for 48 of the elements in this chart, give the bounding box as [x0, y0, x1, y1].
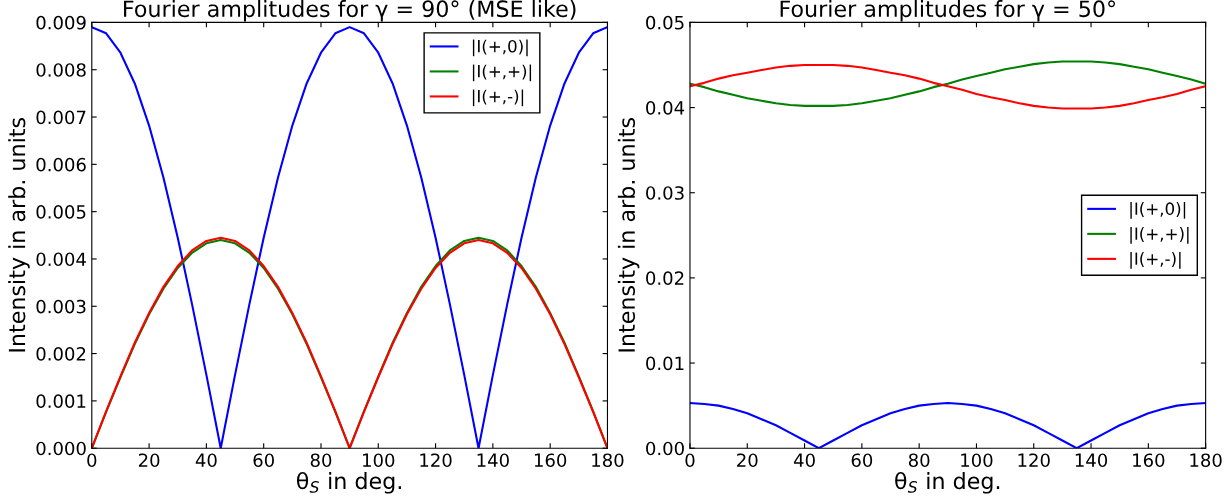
y-tick-label: 0.01: [646, 356, 684, 371]
chart-title: Fourier amplitudes for γ = 50°: [780, 0, 1116, 22]
y-tick-label: 0.000: [36, 441, 86, 456]
legend-label: |I(+,0)|: [472, 39, 528, 57]
y-tick-label: 0.008: [36, 63, 86, 77]
x-tick-label: 140: [1075, 453, 1108, 468]
x-tick-label: 100: [961, 453, 993, 468]
y-tick-label: 0.001: [36, 394, 86, 409]
y-axis-title: Intensity in arb. units: [8, 118, 30, 352]
x-tick-label: 180: [1190, 453, 1222, 468]
y-tick-label: 0.05: [646, 15, 684, 30]
x-tick-label: 160: [534, 453, 567, 468]
x-tick-label: 80: [310, 453, 332, 468]
x-tick-label: 40: [195, 453, 217, 468]
y-tick-label: 0.04: [646, 101, 685, 115]
y-tick-label: 0.006: [36, 157, 86, 172]
x-axis-title: θ$_{S}$ in deg.: [895, 471, 1000, 494]
x-tick-label: 120: [1018, 453, 1050, 468]
x-tick-label: 60: [253, 453, 274, 468]
y-tick-label: 0.009: [36, 15, 86, 30]
x-tick-label: 80: [908, 453, 930, 468]
x-axis-title: θ$_{S}$ in deg.: [296, 471, 401, 494]
x-tick-label: 180: [592, 453, 624, 468]
x-tick-label: 60: [851, 453, 873, 468]
y-axis-title: Intensity in arb. units: [617, 118, 640, 352]
y-tick-label: 0.003: [36, 299, 86, 314]
x-tick-label: 0: [685, 453, 695, 468]
y-tick-label: 0.004: [36, 252, 86, 267]
legend-label: |I(+,-)|: [1130, 251, 1181, 269]
x-tick-label: 20: [138, 453, 160, 468]
legend-label: |I(+,+)|: [1130, 226, 1189, 244]
x-tick-label: 100: [363, 453, 395, 468]
x-tick-label: 160: [1133, 453, 1165, 468]
y-tick-label: 0.03: [646, 186, 684, 200]
x-tick-label: 40: [793, 453, 815, 468]
x-tick-label: 20: [737, 453, 758, 468]
y-tick-label: 0.005: [36, 205, 86, 219]
x-tick-label: 140: [477, 453, 509, 468]
legend-label: |I(+,-)|: [472, 89, 524, 107]
y-tick-label: 0.02: [646, 271, 684, 285]
legend-label: |I(+,+)|: [472, 64, 532, 82]
y-tick-label: 0.007: [36, 110, 86, 125]
chart-title: Fourier amplitudes for γ = 90° (MSE like): [124, 0, 576, 22]
legend-label: |I(+,0)|: [1130, 201, 1186, 219]
y-tick-label: 0.002: [36, 347, 86, 361]
y-tick-label: 0.00: [646, 441, 684, 456]
x-tick-label: 120: [420, 453, 452, 468]
x-tick-label: 0: [87, 453, 97, 468]
